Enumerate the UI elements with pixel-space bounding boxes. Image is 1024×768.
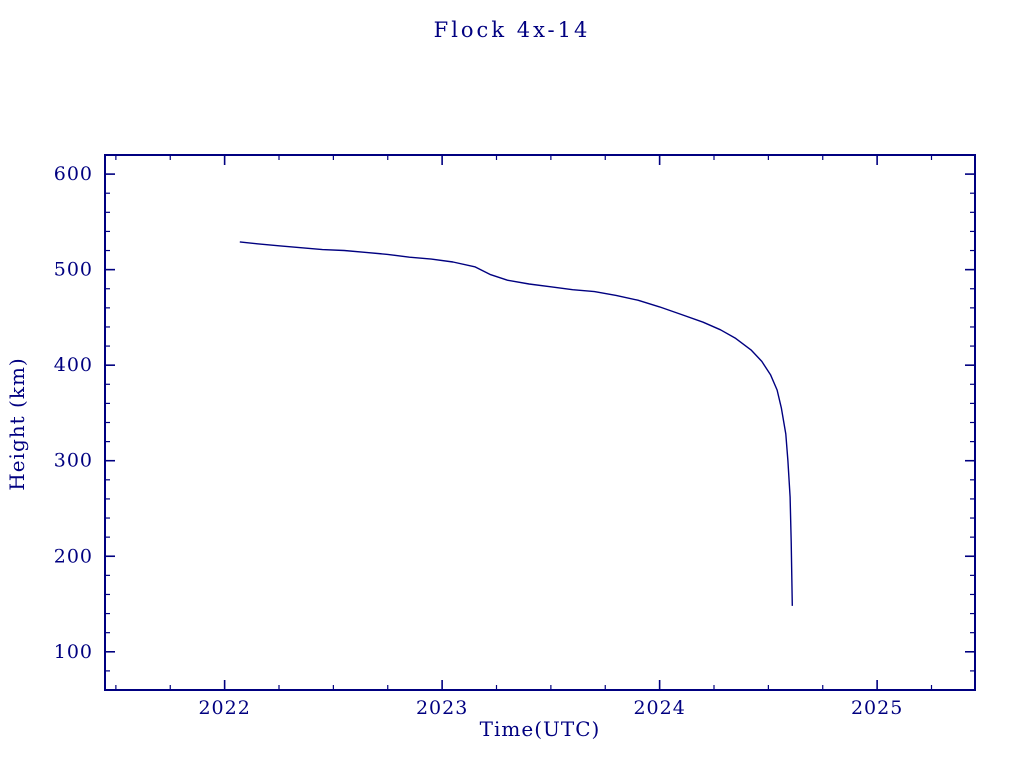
chart-title: Flock 4x-14 [433, 18, 591, 42]
x-axis-label: Time(UTC) [479, 717, 601, 741]
y-tick-label: 600 [54, 163, 93, 185]
y-tick-label: 300 [54, 450, 93, 472]
decay-curve [239, 241, 793, 606]
y-tick-label: 200 [54, 545, 93, 567]
x-tick-label: 2022 [198, 697, 250, 719]
y-tick-label: 400 [54, 354, 93, 376]
y-tick-label: 100 [54, 641, 93, 663]
x-tick-label: 2023 [416, 697, 468, 719]
x-tick-label: 2025 [851, 697, 903, 719]
y-tick-label: 500 [54, 259, 93, 281]
x-tick-label: 2024 [633, 697, 685, 719]
plot-frame [104, 154, 976, 691]
